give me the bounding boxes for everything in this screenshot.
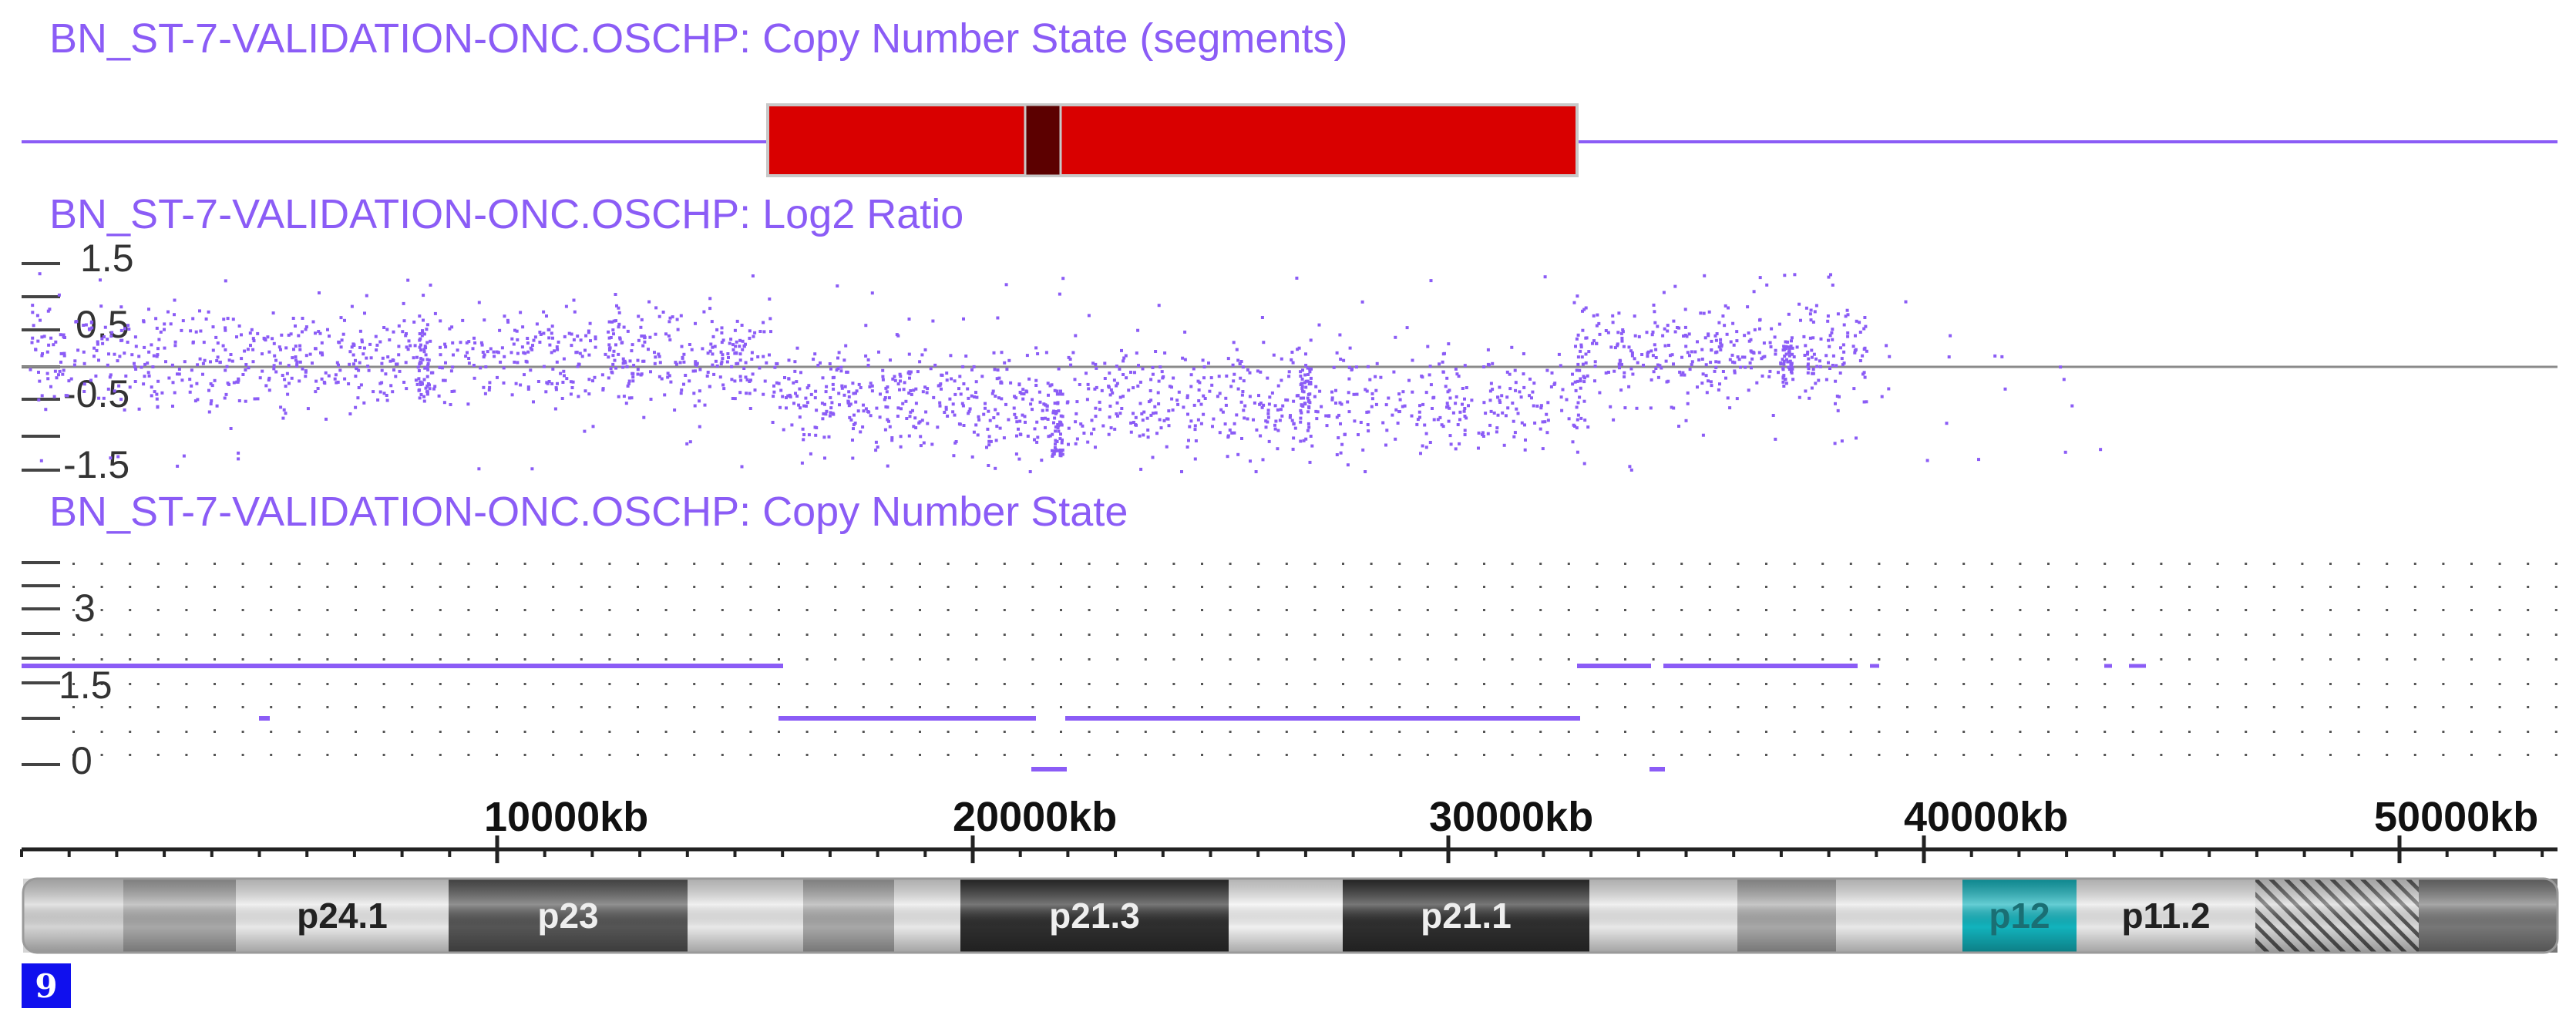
cn-track-title: BN_ST-7-VALIDATION-ONC.OSCHP: Copy Numbe… [49, 489, 1128, 535]
cn-y-axis: 3 1.5 0 [22, 561, 113, 782]
chromosome-badge-bg [22, 963, 71, 1008]
band-label: p21.1 [1421, 896, 1512, 936]
ideogram-shading [23, 879, 2558, 953]
ruler-ticks [20, 835, 2544, 863]
band-label: p24.1 [297, 896, 388, 936]
log2-scatter-points [29, 272, 2103, 473]
band-label: p12 [1989, 896, 2050, 936]
segments-track-title: BN_ST-7-VALIDATION-ONC.OSCHP: Copy Numbe… [49, 15, 1347, 62]
band-label: p21.3 [1049, 896, 1140, 936]
band-label: p11.2 [2121, 896, 2210, 936]
chromosome-badge[interactable]: 9 [22, 963, 71, 1008]
cn-tick-label: 0 [71, 739, 92, 782]
segment-block-main[interactable] [766, 103, 1579, 177]
band-label: p23 [537, 896, 598, 936]
cn-state-track[interactable]: BN_ST-7-VALIDATION-ONC.OSCHP: Copy Numbe… [22, 489, 2558, 782]
cn-state-segments [22, 664, 2146, 771]
log2-tick-label: 1.5 [80, 237, 134, 280]
ruler-label: 50000kb [2374, 794, 2538, 840]
chromosome-number: 9 [35, 967, 57, 1005]
segments-track[interactable]: BN_ST-7-VALIDATION-ONC.OSCHP: Copy Numbe… [22, 15, 2558, 177]
coordinate-ruler[interactable]: 10000kb 20000kb 30000kb 40000kb 50000kb [20, 794, 2558, 863]
ruler-label: 20000kb [953, 794, 1117, 840]
cn-dotted-grid [72, 563, 2558, 756]
log2-track-title: BN_ST-7-VALIDATION-ONC.OSCHP: Log2 Ratio [49, 191, 963, 237]
cn-tick-label: 3 [74, 587, 96, 630]
cn-tick-label: 1.5 [59, 664, 113, 707]
log2-ratio-track[interactable]: BN_ST-7-VALIDATION-ONC.OSCHP: Log2 Ratio… [22, 191, 2558, 486]
ruler-label: 30000kb [1429, 794, 1593, 840]
ruler-label: 40000kb [1904, 794, 2068, 840]
ruler-label: 10000kb [484, 794, 648, 840]
ideogram-outline [22, 877, 2559, 954]
log2-tick-label: -0.5 [63, 372, 129, 415]
log2-tick-label: -1.5 [63, 443, 129, 486]
segment-block-dark[interactable] [1024, 103, 1062, 177]
chromosome-ideogram[interactable]: p24.1 p23 p21.3 p21.1 p12 p11.2 [22, 877, 2559, 954]
